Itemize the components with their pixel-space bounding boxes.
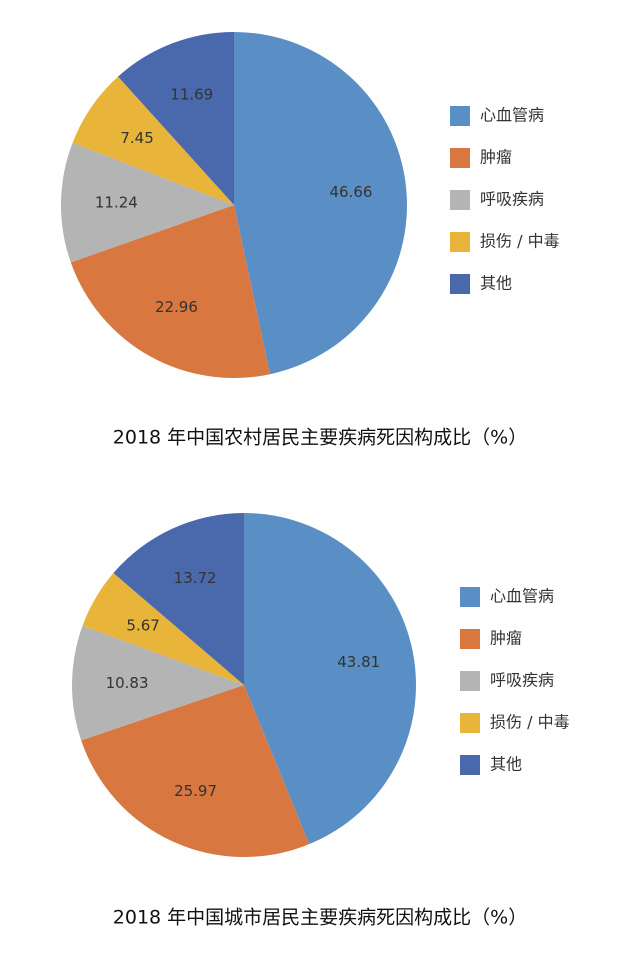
pie-slice [113,513,245,685]
legend-swatch [450,190,470,210]
pie-slice [82,573,244,685]
legend-label: 呼吸疾病 [480,190,544,209]
pie-slice [71,625,244,741]
chart-title: 2018 年中国城市居民主要疾病死因构成比（%） [113,907,527,929]
data-label: 11.24 [95,194,138,212]
pie-slice [70,205,271,379]
legend-swatch [450,232,470,252]
legend-swatch [460,629,480,649]
pie-slice [244,513,416,845]
data-label: 25.97 [174,782,217,800]
data-label: 22.96 [155,298,198,316]
pie-slice [81,685,310,857]
legend-swatch [450,106,470,126]
chart-title: 2018 年中国农村居民主要疾病死因构成比（%） [113,427,527,449]
legend-swatch [460,671,480,691]
data-label: 13.72 [174,569,217,587]
legend-label: 心血管病 [490,587,554,606]
legend-swatch [450,148,470,168]
pie-slice [234,32,408,375]
pie-slice [72,76,234,205]
legend-label: 其他 [490,755,522,774]
legend-swatch [460,755,480,775]
data-label: 10.83 [106,674,149,692]
data-label: 7.45 [120,129,153,147]
pie-slice [118,32,234,205]
legend-label: 心血管病 [480,106,544,125]
legend-label: 肿瘤 [490,629,522,648]
legend-label: 损伤 / 中毒 [480,232,560,251]
legend-label: 其他 [480,274,512,293]
data-label: 5.67 [126,616,159,634]
legend-swatch [450,274,470,294]
legend-label: 呼吸疾病 [490,671,554,690]
legend-swatch [460,587,480,607]
data-label: 46.66 [330,183,373,201]
legend-swatch [460,713,480,733]
data-label: 43.81 [337,653,380,671]
pie-slice [61,142,234,263]
legend-label: 肿瘤 [480,148,512,167]
legend-label: 损伤 / 中毒 [490,713,570,732]
data-label: 11.69 [170,86,213,104]
